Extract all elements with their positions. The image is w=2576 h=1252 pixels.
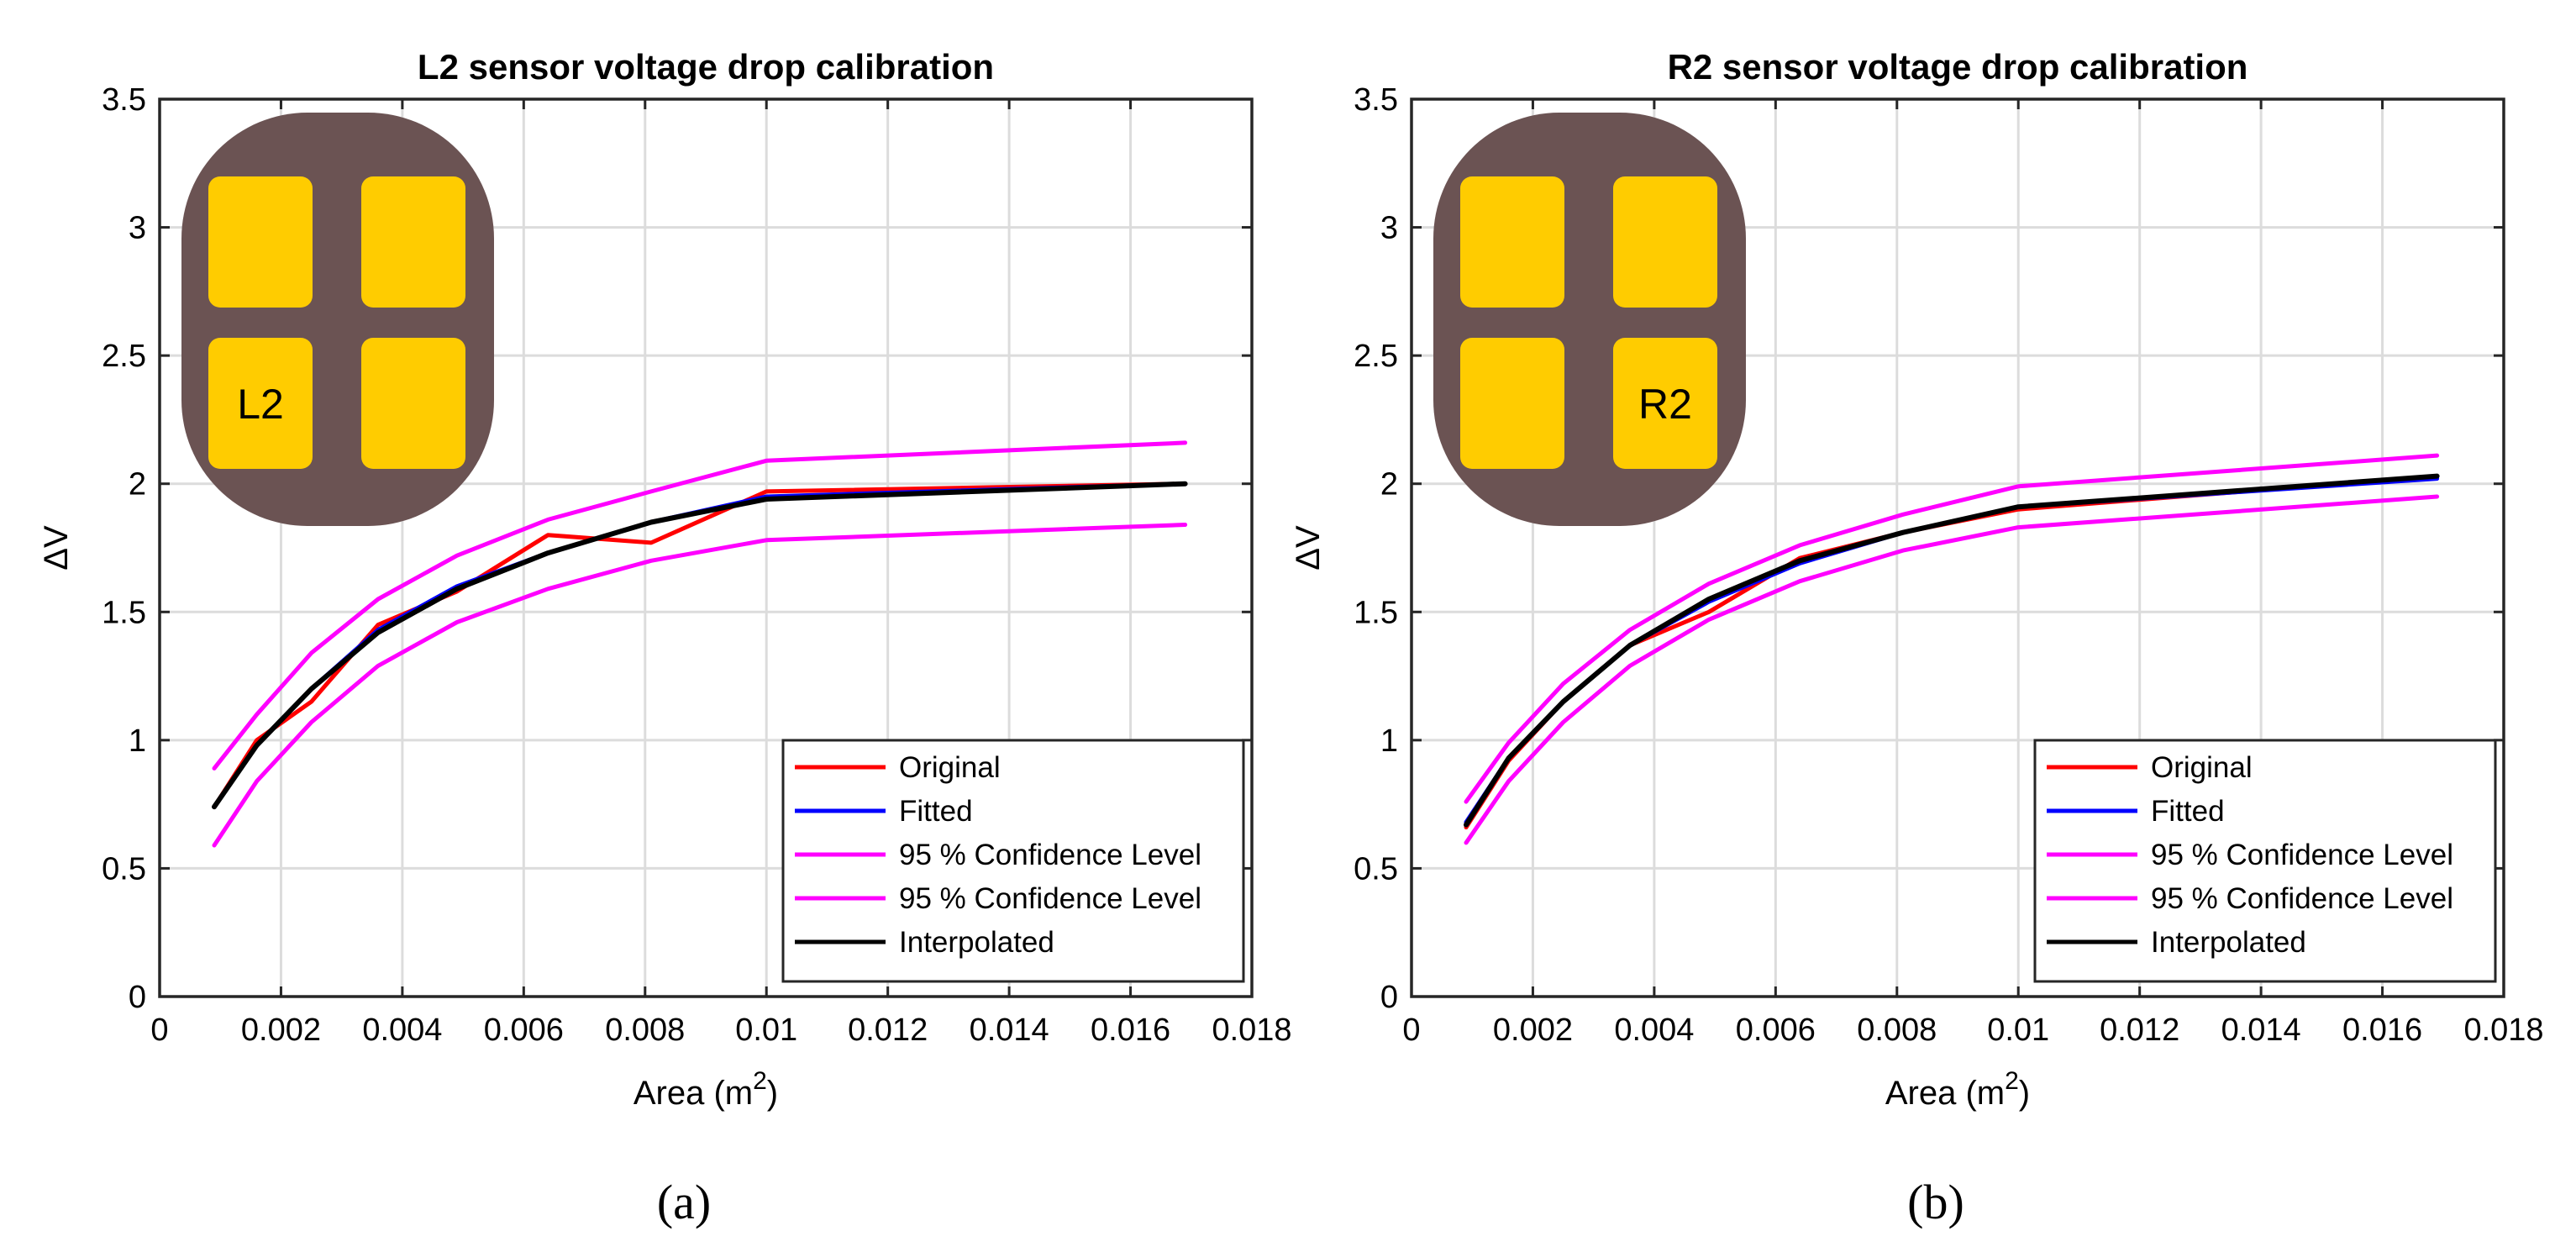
- panel-caption: (a): [657, 1175, 711, 1229]
- legend-a: Original Fitted 95 % Confidence Level 95 % …: [781, 739, 1245, 983]
- legend-label: Interpolated: [899, 926, 1054, 959]
- sensor-pad-bottom-left: [1460, 338, 1564, 469]
- x-axis-label: Area (m2): [633, 1067, 778, 1112]
- x-tick-label: 0: [1402, 1013, 1420, 1048]
- sensor-pad-top-left: [208, 176, 313, 308]
- sensor-pad-bottom-left: [208, 338, 313, 469]
- x-axis-label: Area (m2): [1885, 1067, 2030, 1112]
- sensor-label: L2: [237, 381, 284, 428]
- x-tick-label: 0.014: [2221, 1013, 2301, 1048]
- y-tick-label: 3: [129, 211, 146, 246]
- y-axis-label: ΔV: [38, 525, 75, 571]
- legend-label: 95 % Confidence Level: [2151, 839, 2453, 871]
- x-tick-label: 0.012: [848, 1013, 928, 1048]
- sensor-label: R2: [1638, 381, 1692, 428]
- x-tick-label: 0: [150, 1013, 168, 1048]
- x-tick-label: 0.008: [1857, 1013, 1937, 1048]
- series-line-95-confidence-level-3: [1464, 494, 2440, 845]
- x-tick-label: 0.012: [2100, 1013, 2179, 1048]
- x-tick-label: 0.006: [484, 1013, 564, 1048]
- series-line-95-confidence-level-2: [212, 440, 1188, 771]
- y-tick-label: 0.5: [1354, 851, 1398, 886]
- y-tick-label: 1: [1380, 723, 1398, 759]
- x-tick-label: 0.018: [2463, 1013, 2543, 1048]
- series-group-a: [212, 440, 1188, 848]
- y-tick-label: 0.5: [102, 851, 146, 886]
- y-tick-label: 1.5: [1354, 595, 1398, 630]
- x-tick-label: 0.002: [241, 1013, 321, 1048]
- sensor-pad-bottom-right: [1613, 338, 1717, 469]
- x-axis-label-main: Area (m: [633, 1075, 753, 1112]
- legend-label: Interpolated: [2151, 926, 2306, 959]
- sensor-inset-b: R2: [1433, 113, 1746, 526]
- chart-title: R2 sensor voltage drop calibration: [1668, 47, 2248, 87]
- x-axis-label-sup: 2: [753, 1067, 767, 1095]
- legend-label: Fitted: [2151, 795, 2225, 828]
- sensor-pad-top-right: [1613, 176, 1717, 308]
- y-tick-label: 1.5: [102, 595, 146, 630]
- y-tick-label: 3.5: [1354, 82, 1398, 118]
- x-tick-label: 0.01: [735, 1013, 797, 1048]
- sensor-pad-bottom-right: [361, 338, 465, 469]
- chart-panel-a: 0 0.002 0.004 0.006 0.008 0.01 0.012 0.014 0.016…: [38, 47, 1292, 1229]
- y-tick-label: 2.5: [1354, 339, 1398, 374]
- sensor-pad-top-right: [361, 176, 465, 308]
- sensor-pad-top-left: [1460, 176, 1564, 308]
- x-tick-label: 0.014: [970, 1013, 1049, 1048]
- legend-label: 95 % Confidence Level: [2151, 882, 2453, 915]
- x-tick-label: 0.002: [1493, 1013, 1573, 1048]
- legend-b: Original Fitted 95 % Confidence Level 95 % …: [2033, 739, 2497, 983]
- axes-frame-b: [1410, 97, 2505, 998]
- y-tick-label: 2.5: [102, 339, 146, 374]
- y-tick-label: 0: [1380, 980, 1398, 1015]
- x-tick-label: 0.008: [605, 1013, 685, 1048]
- legend-label: Original: [2151, 751, 2253, 784]
- y-tick-label: 3.5: [102, 82, 146, 118]
- x-axis-label-end: ): [767, 1075, 778, 1112]
- y-axis-label: ΔV: [1290, 525, 1327, 571]
- x-tick-label: 0.004: [362, 1013, 442, 1048]
- x-axis-label-end: ): [2019, 1075, 2030, 1112]
- y-tick-label: 1: [129, 723, 146, 759]
- axes-frame-a: [158, 97, 1254, 998]
- series-line-interpolated-4: [1464, 473, 2440, 828]
- x-axis-label-main: Area (m: [1885, 1075, 2005, 1112]
- series-line-95-confidence-level-2: [1464, 453, 2440, 804]
- sensor-inset-a: L2: [181, 113, 494, 526]
- legend-label: 95 % Confidence Level: [899, 882, 1201, 915]
- x-tick-label: 0.018: [1212, 1013, 1291, 1048]
- y-tick-label: 2: [1380, 467, 1398, 502]
- x-tick-label: 0.01: [1987, 1013, 2049, 1048]
- x-tick-label: 0.004: [1614, 1013, 1694, 1048]
- x-tick-label: 0.016: [2342, 1013, 2422, 1048]
- series-group-b: [1464, 453, 2440, 845]
- series-line-interpolated-4: [212, 481, 1188, 810]
- x-tick-label: 0.016: [1091, 1013, 1170, 1048]
- chart-panel-b: 0 0.002 0.004 0.006 0.008 0.01 0.012 0.014 0.016…: [1290, 47, 2544, 1229]
- legend-label: Original: [899, 751, 1001, 784]
- chart-title: L2 sensor voltage drop calibration: [418, 47, 994, 87]
- y-tick-label: 0: [129, 980, 146, 1015]
- series-line-95-confidence-level-3: [212, 523, 1188, 848]
- panel-caption: (b): [1907, 1175, 1964, 1229]
- legend-label: Fitted: [899, 795, 973, 828]
- y-tick-label: 3: [1380, 211, 1398, 246]
- legend-label: 95 % Confidence Level: [899, 839, 1201, 871]
- y-tick-label: 2: [129, 467, 146, 502]
- x-axis-label-sup: 2: [2005, 1067, 2019, 1095]
- x-tick-label: 0.006: [1736, 1013, 1816, 1048]
